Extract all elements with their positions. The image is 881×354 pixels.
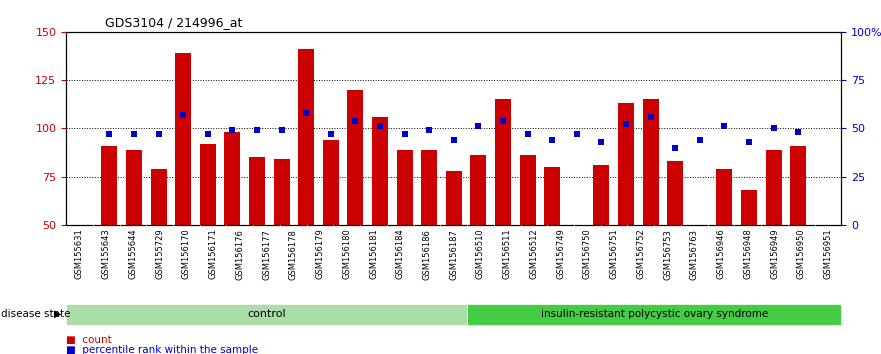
Bar (273, 159, 290, 225)
Bar (520, 155, 536, 225)
Text: GSM155631: GSM155631 (75, 229, 84, 279)
Point (152, 131, 166, 137)
Point (766, 125, 781, 131)
Point (422, 127, 436, 133)
Point (447, 137, 461, 143)
Bar (421, 149, 437, 225)
Bar (372, 117, 388, 225)
Bar (151, 169, 167, 225)
Text: GSM156181: GSM156181 (369, 229, 378, 279)
Bar (249, 157, 265, 225)
Point (471, 124, 485, 129)
Bar (470, 155, 486, 225)
Text: GSM156752: GSM156752 (636, 229, 646, 279)
Text: GSM156950: GSM156950 (796, 229, 806, 279)
Text: GSM156178: GSM156178 (289, 229, 298, 280)
Bar (593, 165, 610, 225)
Point (742, 139, 756, 145)
Bar (544, 167, 560, 225)
Text: control: control (248, 309, 286, 319)
Text: GSM156949: GSM156949 (770, 229, 779, 279)
Bar (667, 161, 683, 225)
Bar (126, 149, 142, 225)
Text: GSM156177: GSM156177 (262, 229, 271, 280)
Text: GSM156184: GSM156184 (396, 229, 404, 279)
Point (570, 131, 584, 137)
Bar (322, 140, 338, 225)
Text: ■  percentile rank within the sample: ■ percentile rank within the sample (66, 346, 258, 354)
Point (373, 124, 387, 129)
Point (275, 127, 289, 133)
Point (692, 137, 707, 143)
Point (250, 127, 264, 133)
Point (717, 124, 731, 129)
Point (668, 145, 682, 150)
Bar (446, 171, 462, 225)
Text: GSM155644: GSM155644 (129, 229, 137, 279)
Bar (766, 149, 781, 225)
Text: GSM156512: GSM156512 (529, 229, 538, 279)
Text: disease state: disease state (1, 309, 70, 319)
Text: GSM156176: GSM156176 (235, 229, 244, 280)
Bar (175, 53, 191, 225)
Text: GSM156946: GSM156946 (716, 229, 726, 279)
Point (643, 114, 657, 120)
Text: GSM156751: GSM156751 (610, 229, 618, 279)
Text: GDS3104 / 214996_at: GDS3104 / 214996_at (105, 16, 242, 29)
Point (348, 118, 362, 124)
Point (496, 118, 510, 124)
Text: GSM156180: GSM156180 (343, 229, 352, 279)
Bar (642, 99, 658, 225)
Bar (716, 169, 732, 225)
Point (201, 131, 215, 137)
Text: GSM156763: GSM156763 (690, 229, 699, 280)
Bar (200, 144, 216, 225)
Point (595, 139, 609, 145)
Point (226, 127, 240, 133)
Bar (101, 146, 117, 225)
Point (299, 110, 313, 116)
Text: GSM156179: GSM156179 (315, 229, 324, 279)
Bar (467, 304, 841, 325)
Bar (741, 190, 757, 225)
Point (618, 122, 633, 127)
Text: GSM156187: GSM156187 (449, 229, 458, 280)
Text: GSM155729: GSM155729 (155, 229, 164, 279)
Text: GSM156186: GSM156186 (423, 229, 432, 280)
Bar (790, 146, 806, 225)
Text: GSM156749: GSM156749 (556, 229, 565, 279)
Text: GSM156511: GSM156511 (503, 229, 512, 279)
Text: GSM156170: GSM156170 (181, 229, 191, 279)
Text: GSM156951: GSM156951 (824, 229, 833, 279)
Point (397, 131, 411, 137)
Point (323, 131, 337, 137)
Bar (396, 149, 412, 225)
Bar (692, 225, 707, 282)
Bar (347, 90, 363, 225)
Bar (66, 304, 467, 325)
Text: GSM156510: GSM156510 (476, 229, 485, 279)
Point (521, 131, 535, 137)
Text: GSM156753: GSM156753 (663, 229, 672, 280)
Text: ■  count: ■ count (66, 335, 112, 345)
Point (545, 137, 559, 143)
Text: GSM156171: GSM156171 (209, 229, 218, 279)
Text: GSM155643: GSM155643 (101, 229, 111, 279)
Point (176, 112, 190, 118)
Text: insulin-resistant polycystic ovary syndrome: insulin-resistant polycystic ovary syndr… (541, 309, 768, 319)
Point (102, 131, 116, 137)
Text: GSM156948: GSM156948 (744, 229, 752, 279)
Text: ▶: ▶ (54, 309, 62, 319)
Bar (618, 103, 634, 225)
Point (791, 129, 805, 135)
Bar (225, 132, 241, 225)
Point (127, 131, 141, 137)
Bar (495, 99, 511, 225)
Text: GSM156750: GSM156750 (583, 229, 592, 279)
Bar (298, 49, 315, 225)
